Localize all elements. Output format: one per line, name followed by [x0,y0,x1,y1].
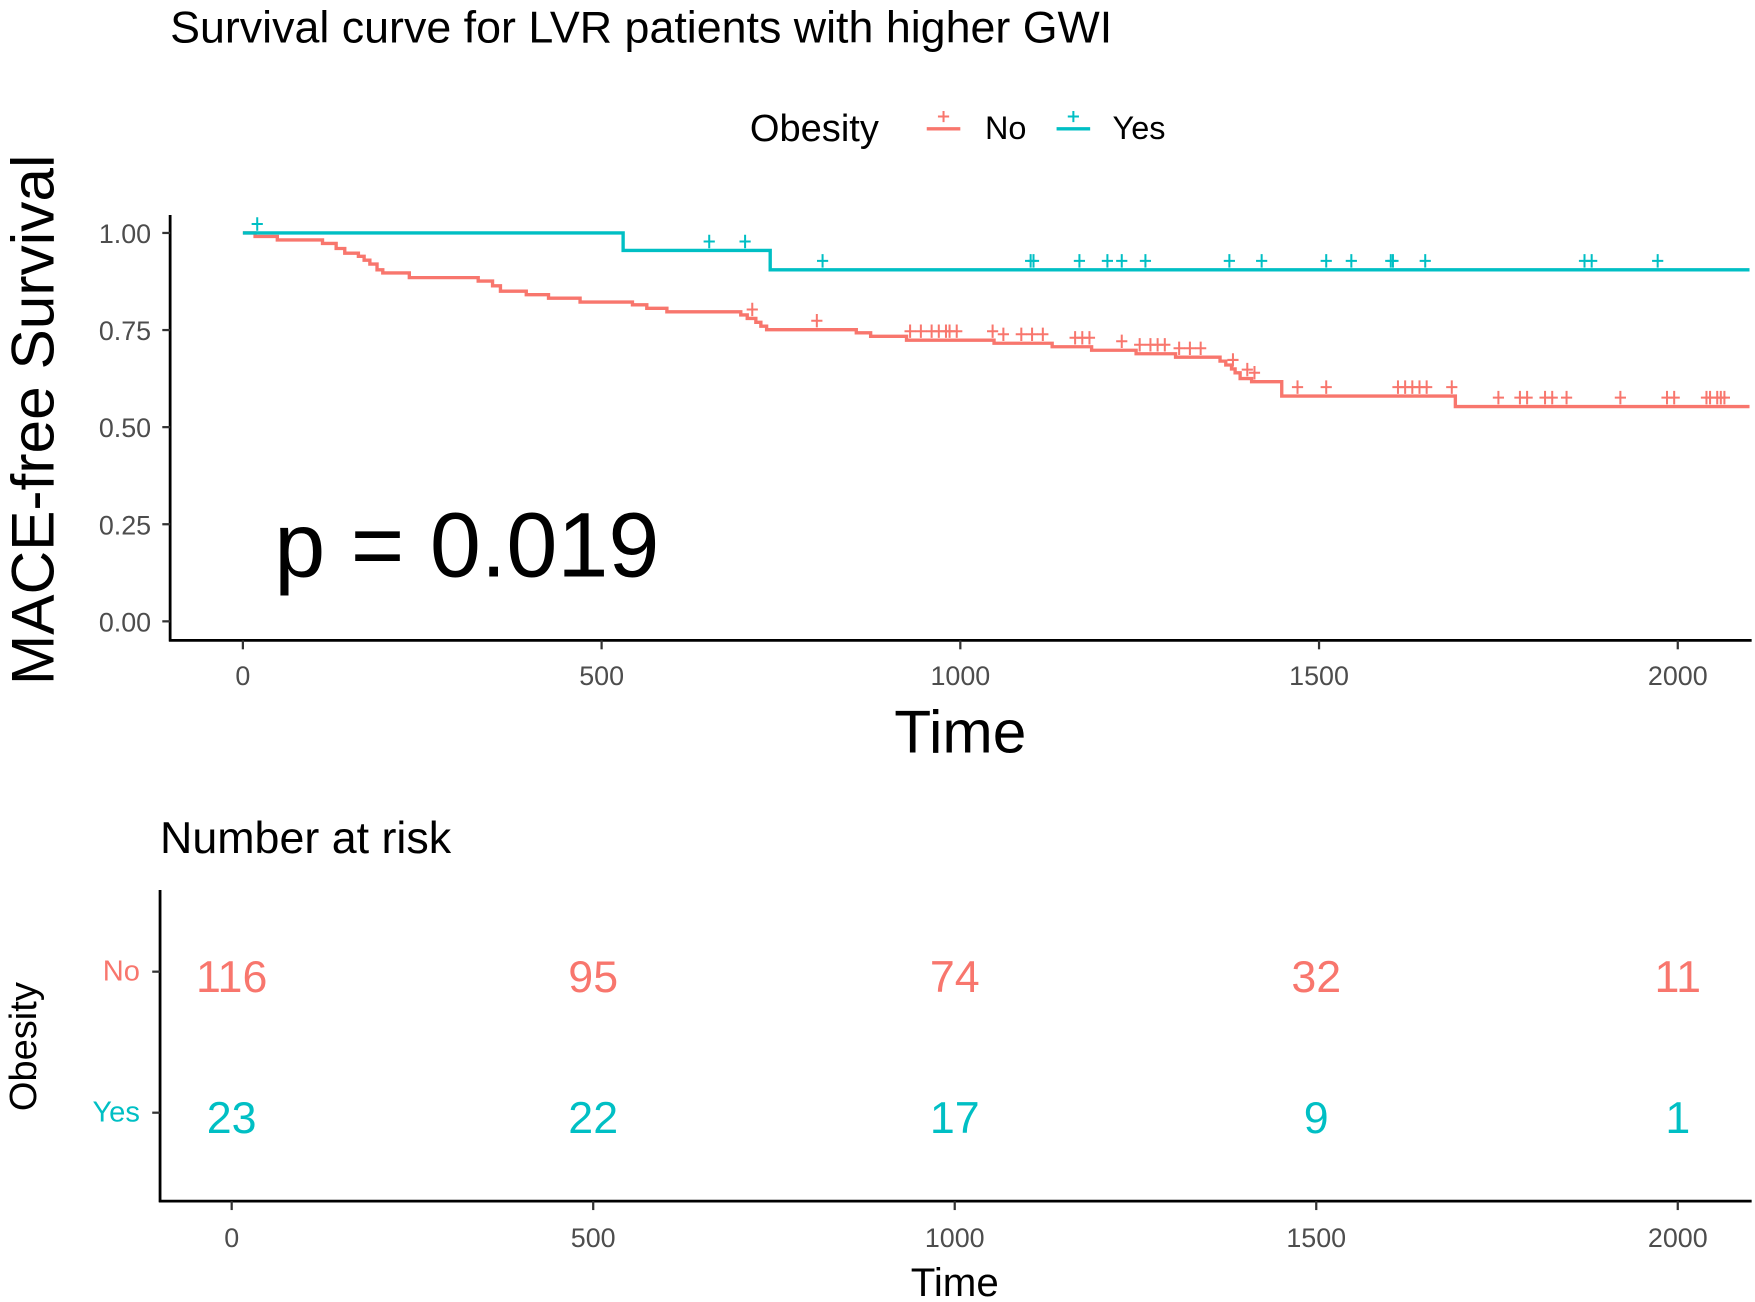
risk-x-tick-label: 500 [571,1223,616,1253]
censor-mark-yes [1419,254,1431,268]
censor-mark-yes [251,217,263,231]
censor-mark-no [1546,390,1558,405]
censor-mark-no [1614,390,1626,405]
censor-mark-no [1134,338,1146,352]
censor-mark-no [1521,390,1533,405]
censor-mark-no [1560,390,1573,405]
censor-mark-no [1492,390,1505,405]
x-tick-label: 1500 [1289,661,1349,691]
censor-mark-no [1421,380,1433,394]
y-tick-label: 0.00 [99,607,151,637]
legend-title: Obesity [750,108,879,150]
y-axis-label: MACE-free Survival [0,155,67,686]
censor-mark-no [1718,390,1731,405]
risk-x-tick-label: 1500 [1286,1223,1346,1253]
risk-x-tick-label: 0 [224,1223,239,1253]
censor-mark-no [1116,334,1128,349]
risk-table-y-label: Obesity [3,982,45,1111]
x-axis-label: Time [894,697,1026,765]
censor-mark-yes [1073,254,1086,268]
censor-mark-no [1184,341,1196,356]
censor-mark-yes [1387,254,1399,268]
risk-count: 17 [930,1093,980,1143]
risk-x-tick-label: 2000 [1648,1223,1708,1253]
censor-mark-no [1159,338,1171,352]
risk-count: 116 [196,952,267,1002]
survival-curve-no [242,231,1750,409]
legend-censor-icon [1067,110,1079,123]
legend-label-no: No [985,110,1026,146]
censor-mark-no [1227,353,1239,367]
censor-mark-yes [1223,254,1235,268]
censor-mark-no [746,302,758,317]
censor-mark-yes [1586,254,1598,268]
censor-mark-no [811,313,823,328]
legend-label-yes: Yes [1113,110,1166,146]
censor-mark-no [1195,341,1207,356]
x-tick-label: 2000 [1648,661,1708,691]
censor-mark-yes [1139,254,1152,268]
risk-row-label-yes: Yes [92,1097,139,1129]
censor-mark-no [997,327,1009,342]
censor-mark-yes [703,234,715,249]
risk-count: 22 [568,1093,618,1143]
risk-table-x-label: Time [911,1260,999,1302]
legend: Obesity No Yes [750,108,1166,150]
censor-mark-no [951,324,963,338]
y-tick-label: 1.00 [99,219,151,249]
censor-mark-no [1446,380,1458,394]
censor-mark-no [1173,341,1185,356]
risk-count: 74 [930,952,980,1002]
survival-curve-yes [242,231,1750,272]
risk-count: 9 [1304,1093,1329,1143]
censor-mark-no [987,324,999,338]
y-tick-label: 0.75 [99,316,151,346]
censor-mark-yes [1256,254,1268,268]
censor-mark-no [1291,380,1304,394]
censor-mark-no [1083,331,1096,345]
x-tick-label: 0 [235,661,250,691]
risk-count: 11 [1655,952,1701,1002]
censor-mark-yes [1116,254,1128,268]
risk-count: 95 [568,952,618,1002]
legend-censor-icon [937,110,950,123]
censor-mark-no [1037,327,1049,342]
censor-mark-yes [739,234,751,249]
risk-table-title: Number at risk [160,813,452,863]
censor-mark-yes [1652,254,1664,268]
censor-mark-no [1320,380,1332,394]
x-tick-label: 500 [579,661,624,691]
censor-mark-no [904,324,916,338]
risk-count: 23 [207,1093,257,1143]
risk-row-label-no: No [103,956,140,988]
censor-mark-no [1248,366,1261,380]
censor-mark-no [1241,362,1253,377]
risk-count: 32 [1291,952,1341,1002]
y-tick-label: 0.25 [99,510,151,540]
risk-x-tick-label: 1000 [925,1223,985,1253]
censor-mark-yes [1320,254,1332,268]
censor-mark-yes [1345,254,1357,268]
censor-mark-yes [816,254,829,268]
risk-count: 1 [1665,1093,1690,1143]
censor-mark-no [1026,327,1038,342]
censor-mark-yes [1101,254,1113,268]
censor-mark-yes [1027,254,1040,268]
censor-mark-no [915,324,927,338]
censor-mark-no [1015,327,1027,342]
chart-title: Survival curve for LVR patients with hig… [170,3,1112,53]
y-tick-label: 0.50 [99,413,151,443]
censor-mark-no [1668,390,1680,405]
x-tick-label: 1000 [930,661,990,691]
p-value-annotation: p = 0.019 [274,495,659,597]
